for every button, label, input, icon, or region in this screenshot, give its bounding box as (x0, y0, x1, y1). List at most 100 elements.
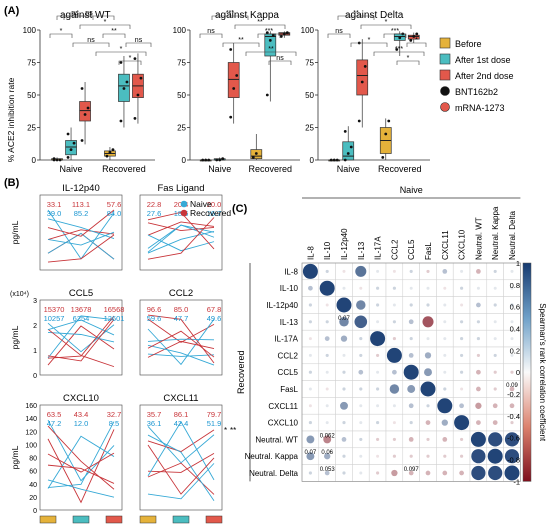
y-tick-label: 50 (305, 91, 314, 100)
line-chart-title: CCL2 (169, 288, 193, 299)
significance-bracket (222, 42, 260, 47)
naive-mean-label: 47.7 (174, 314, 189, 323)
naive-line (47, 319, 115, 336)
box-point (409, 39, 413, 42)
naive-line (47, 232, 115, 260)
correlation-circle (376, 320, 380, 324)
correlation-circle (376, 370, 380, 374)
box-point (271, 33, 275, 37)
legend-label: Before (455, 39, 482, 49)
correlation-circle (392, 337, 396, 341)
box-point (69, 148, 73, 152)
heatmap-row-label: FasL (280, 385, 298, 394)
colorbar-tick-label: 0.6 (510, 303, 520, 312)
correlation-circle (392, 286, 396, 290)
box-point (58, 158, 62, 162)
recovered-line (147, 340, 215, 358)
correlation-circle (426, 437, 430, 441)
recovered-mean-label: 79.7 (207, 410, 222, 419)
line-chart-ytick: 3 (33, 298, 37, 305)
line-chart-title: CXCL11 (163, 393, 198, 404)
box-point (332, 158, 336, 162)
box-point (119, 119, 123, 123)
correlation-circle (308, 285, 313, 291)
box-point (229, 115, 233, 119)
correlation-circle (339, 317, 349, 327)
line-chart-title: IL-12p40 (62, 183, 100, 194)
box-title-kappa: against Kappa (215, 10, 279, 21)
colorbar-tick-label: -0.2 (507, 390, 520, 399)
naive-mean-label: 8.5 (109, 419, 119, 428)
recovered-line (147, 330, 215, 358)
box-point (80, 87, 84, 90)
line-chart-ytick: 120 (25, 429, 37, 436)
box-point (265, 93, 269, 97)
correlation-circle (376, 471, 380, 475)
recovered-mean-label: 85.0 (174, 305, 189, 314)
line-chart-frame (139, 299, 223, 376)
recovered-line (47, 232, 115, 260)
correlation-circle (443, 454, 447, 458)
correlation-circle (409, 421, 413, 425)
correlation-circle (342, 471, 346, 475)
recovered-line (47, 229, 115, 241)
significance-label: ns (207, 28, 215, 35)
colorbar-tick-label: 0.2 (510, 346, 520, 355)
correlation-circle (392, 421, 396, 425)
correlation-circle (426, 286, 430, 290)
correlation-circle (492, 420, 498, 425)
correlation-circle (342, 286, 346, 290)
correlation-circle (442, 437, 448, 442)
row-group-label: Recovered (236, 350, 246, 394)
correlation-circle (370, 331, 386, 347)
category-label: Recovered (249, 164, 293, 174)
significance-label: * (415, 37, 418, 44)
heatmap-column-label: Neutral. Kappa (491, 206, 500, 260)
significance-bracket (373, 51, 425, 56)
correlation-circle (325, 404, 329, 408)
correlation-circle (376, 387, 380, 391)
recovered-mean-label: 113.1 (72, 200, 90, 209)
recovered-mean-label: 22.8 (147, 200, 162, 209)
correlation-circle (323, 435, 332, 444)
significance-label: ns (135, 37, 143, 44)
timepoint-swatch (205, 515, 223, 524)
heatmap-column-label: Neutral. Delta (508, 211, 517, 260)
naive-line (147, 231, 215, 254)
significance-label: * (120, 46, 123, 53)
heatmap-cell-label: 0.097 (404, 467, 420, 473)
box-point (384, 132, 388, 136)
box-point (221, 157, 225, 161)
correlation-circle (460, 320, 464, 324)
correlation-circle (504, 449, 520, 464)
box-point (282, 32, 286, 36)
panel-letter-a: (A) (4, 5, 20, 17)
correlation-circle (325, 421, 329, 425)
correlation-circle (422, 316, 434, 328)
recovered-line (47, 452, 115, 473)
correlation-circle (442, 269, 448, 274)
naive-mean-label: 47.2 (47, 419, 62, 428)
correlation-circle (324, 470, 330, 476)
box-rect (227, 62, 240, 98)
line-chart-ylabel: pg/mL (10, 220, 20, 244)
box-point (285, 31, 289, 34)
heatmap-column-label: IL-10 (323, 241, 332, 260)
correlation-circle (308, 337, 312, 341)
heatmap-column-label: CXCL10 (458, 229, 467, 260)
correlation-circle (359, 353, 363, 357)
box-title-delta: against Delta (345, 10, 404, 21)
significance-bracket (268, 60, 292, 65)
legend-label: mRNA-1273 (455, 103, 505, 113)
significance-label: * (60, 28, 63, 35)
box-point (229, 48, 233, 51)
correlation-circle (476, 337, 480, 341)
correlation-circle (342, 387, 346, 391)
significance-label: ** (353, 10, 359, 17)
box-point (52, 157, 56, 161)
correlation-circle (308, 404, 312, 408)
heatmap-row-label: CCL5 (278, 368, 299, 377)
correlation-circle (425, 470, 431, 476)
recovered-mean-label: 57.6 (107, 200, 122, 209)
correlation-circle (460, 286, 464, 290)
